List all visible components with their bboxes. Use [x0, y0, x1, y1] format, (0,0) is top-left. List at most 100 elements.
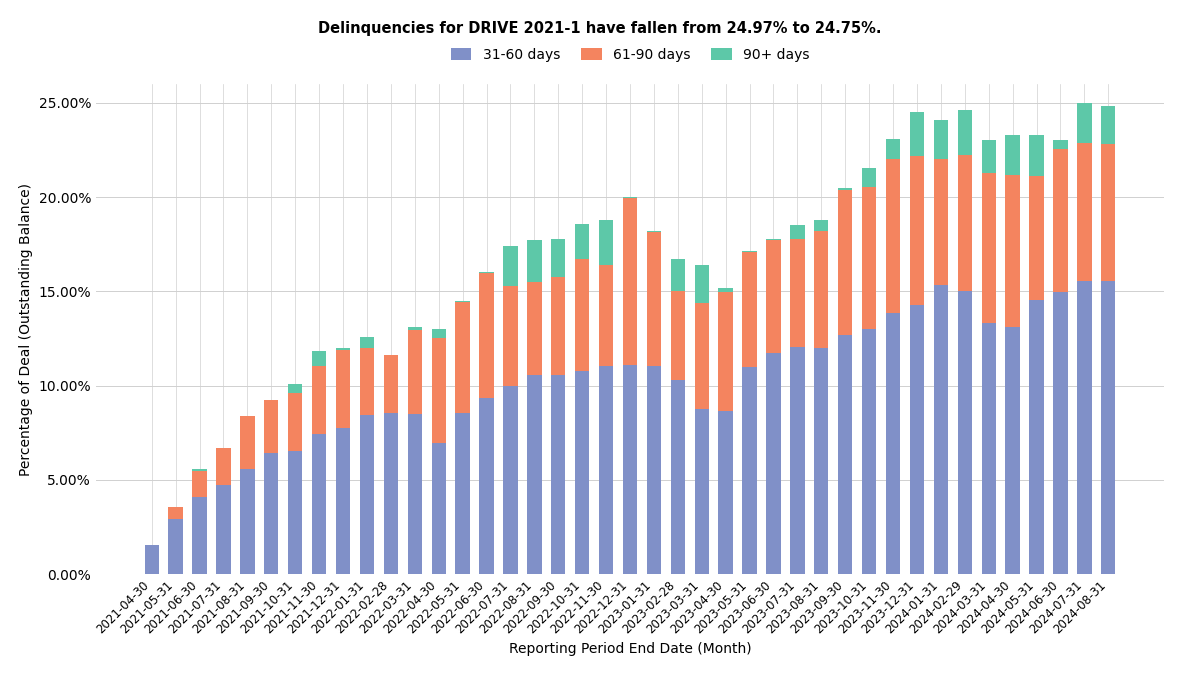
Bar	[575, 259, 589, 372]
Bar	[1078, 281, 1092, 574]
Bar	[288, 393, 302, 451]
Bar	[1006, 135, 1020, 176]
Bar	[599, 365, 613, 574]
Bar	[312, 365, 326, 433]
Bar	[1006, 327, 1020, 574]
Bar	[1078, 103, 1092, 144]
Bar	[384, 356, 398, 413]
Bar	[1102, 144, 1116, 281]
Bar	[886, 313, 900, 574]
Bar	[671, 259, 685, 291]
Bar	[456, 301, 469, 302]
Bar	[551, 375, 565, 574]
Bar	[503, 286, 517, 386]
Bar	[695, 265, 709, 302]
Bar	[527, 240, 541, 282]
Bar	[336, 348, 350, 350]
Bar	[527, 282, 541, 375]
Bar	[408, 327, 422, 330]
Bar	[503, 246, 517, 286]
Bar	[360, 414, 374, 574]
Bar	[814, 348, 828, 574]
Bar	[432, 329, 446, 338]
Legend: 31-60 days, 61-90 days, 90+ days: 31-60 days, 61-90 days, 90+ days	[445, 42, 815, 67]
Bar	[886, 139, 900, 160]
Bar	[168, 519, 182, 574]
Text: Delinquencies for DRIVE 2021-1 have fallen from 24.97% to 24.75%.: Delinquencies for DRIVE 2021-1 have fall…	[318, 21, 882, 36]
Bar	[1102, 106, 1116, 144]
Bar	[814, 231, 828, 348]
Bar	[216, 448, 230, 485]
Bar	[791, 225, 804, 239]
Bar	[791, 347, 804, 574]
Bar	[910, 112, 924, 155]
Bar	[838, 190, 852, 335]
X-axis label: Reporting Period End Date (Month): Reporting Period End Date (Month)	[509, 642, 751, 656]
Bar	[1030, 300, 1044, 574]
Bar	[838, 335, 852, 574]
Bar	[1030, 176, 1044, 300]
Bar	[264, 400, 278, 454]
Bar	[719, 292, 733, 411]
Bar	[336, 428, 350, 574]
Bar	[623, 365, 637, 574]
Bar	[814, 220, 828, 231]
Bar	[168, 507, 182, 519]
Bar	[384, 413, 398, 574]
Bar	[551, 277, 565, 375]
Bar	[719, 288, 733, 293]
Bar	[719, 411, 733, 574]
Bar	[767, 240, 781, 353]
Bar	[503, 386, 517, 574]
Bar	[862, 168, 876, 187]
Bar	[623, 197, 637, 198]
Bar	[288, 451, 302, 574]
Bar	[934, 120, 948, 160]
Bar	[479, 274, 493, 398]
Bar	[982, 139, 996, 173]
Bar	[456, 302, 469, 413]
Bar	[1078, 144, 1092, 281]
Bar	[408, 330, 422, 414]
Bar	[647, 231, 661, 232]
Bar	[360, 348, 374, 414]
Bar	[1054, 139, 1068, 149]
Bar	[767, 239, 781, 240]
Bar	[479, 272, 493, 274]
Bar	[671, 380, 685, 574]
Bar	[240, 416, 254, 470]
Bar	[264, 454, 278, 574]
Bar	[671, 291, 685, 380]
Bar	[1102, 281, 1116, 574]
Bar	[862, 329, 876, 574]
Bar	[982, 323, 996, 574]
Bar	[456, 413, 469, 574]
Bar	[216, 485, 230, 574]
Bar	[982, 173, 996, 323]
Bar	[695, 302, 709, 409]
Bar	[575, 225, 589, 259]
Bar	[288, 384, 302, 393]
Bar	[432, 338, 446, 443]
Bar	[910, 155, 924, 305]
Bar	[312, 433, 326, 574]
Bar	[934, 160, 948, 285]
Bar	[1054, 149, 1068, 293]
Bar	[647, 365, 661, 574]
Bar	[1030, 135, 1044, 176]
Bar	[886, 160, 900, 313]
Bar	[910, 305, 924, 574]
Bar	[575, 372, 589, 574]
Bar	[743, 251, 757, 252]
Bar	[312, 351, 326, 365]
Bar	[192, 471, 206, 497]
Bar	[958, 111, 972, 155]
Bar	[527, 375, 541, 574]
Bar	[240, 470, 254, 574]
Bar	[144, 545, 158, 574]
Bar	[1054, 293, 1068, 574]
Bar	[360, 337, 374, 348]
Bar	[192, 470, 206, 471]
Bar	[623, 198, 637, 365]
Bar	[432, 443, 446, 574]
